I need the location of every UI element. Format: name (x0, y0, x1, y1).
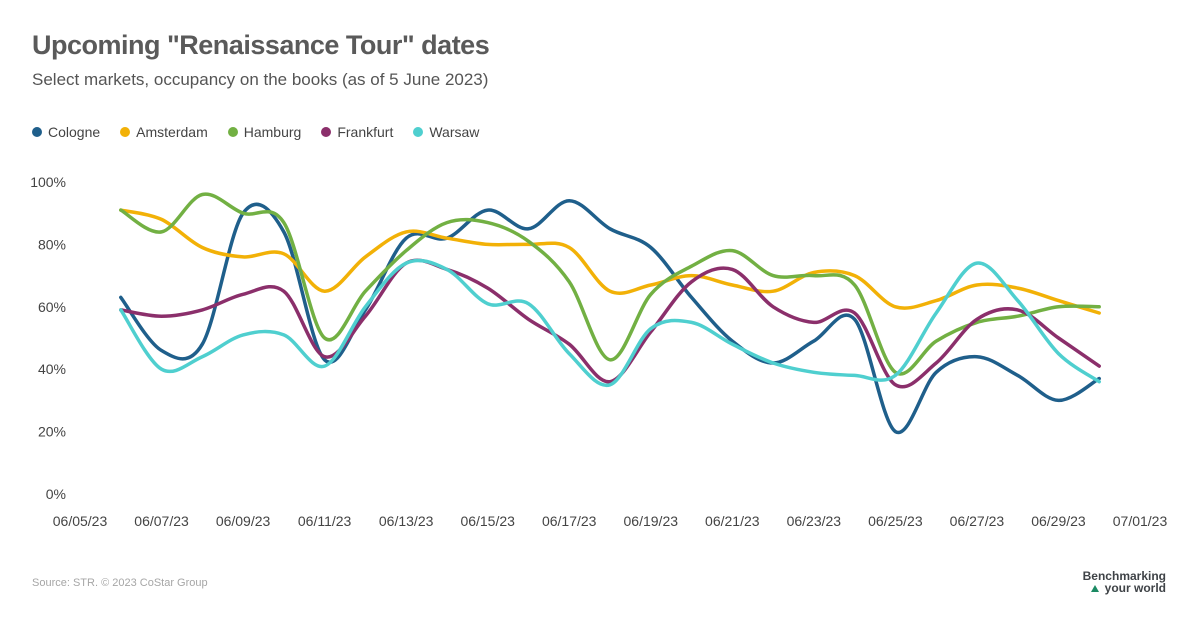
y-tick-label: 80% (38, 236, 66, 252)
x-tick-label: 06/13/23 (379, 513, 434, 529)
x-tick-label: 06/23/23 (787, 513, 842, 529)
chart-legend: Cologne Amsterdam Hamburg Frankfurt Warsaw (32, 124, 479, 140)
legend-label: Cologne (48, 124, 101, 140)
brand-arrow-icon (1090, 584, 1099, 592)
series-line-frankfurt (119, 258, 1101, 389)
x-tick-label: 06/25/23 (868, 513, 923, 529)
series-line-warsaw (119, 258, 1101, 387)
x-tick-label: 06/09/23 (216, 513, 271, 529)
x-tick-label: 06/15/23 (460, 513, 515, 529)
legend-item-warsaw[interactable]: Warsaw (413, 124, 479, 140)
x-tick-label: 06/05/23 (53, 513, 108, 529)
x-tick-label: 06/07/23 (134, 513, 189, 529)
legend-marker (120, 127, 131, 137)
legend-label: Hamburg (243, 124, 302, 140)
source-note: Source: STR. © 2023 CoStar Group (32, 577, 208, 589)
y-tick-label: 60% (38, 299, 66, 315)
line-chart: 0% 20% 40% 60% 80% 100% 06/05/23 06/07/23 06/09/… (30, 174, 1168, 529)
legend-marker (32, 127, 42, 137)
legend-label: Frankfurt (337, 124, 394, 140)
chart-title: Upcoming "Renaissance Tour" dates (32, 30, 490, 60)
legend-marker (227, 127, 238, 137)
brand-line2: your world (1104, 581, 1166, 595)
x-tick-label: 06/19/23 (624, 513, 679, 529)
x-tick-label: 06/11/23 (298, 513, 352, 529)
legend-item-frankfurt[interactable]: Frankfurt (321, 124, 393, 140)
x-tick-label: 06/17/23 (542, 513, 597, 529)
x-tick-label: 06/27/23 (950, 513, 1005, 529)
legend-marker (321, 127, 332, 137)
x-tick-label: 07/01/23 (1113, 513, 1168, 529)
legend-item-hamburg[interactable]: Hamburg (227, 124, 302, 140)
legend-label: Warsaw (429, 124, 480, 140)
brand-logo: Benchmarking your world (1083, 570, 1166, 594)
x-tick-label: 06/21/23 (705, 513, 760, 529)
series-line-cologne (119, 198, 1101, 435)
series-line-hamburg (119, 192, 1101, 376)
y-tick-label: 40% (38, 361, 66, 377)
chart-subtitle: Select markets, occupancy on the books (… (32, 70, 489, 89)
series-line-amsterdam (119, 208, 1101, 315)
legend-item-amsterdam[interactable]: Amsterdam (120, 124, 208, 140)
y-tick-label: 0% (46, 486, 66, 502)
legend-marker (413, 127, 424, 137)
x-tick-label: 06/29/23 (1031, 513, 1086, 529)
brand-line1: Benchmarking (1082, 569, 1166, 583)
y-tick-label: 100% (30, 174, 66, 190)
y-tick-label: 20% (38, 424, 66, 440)
legend-label: Amsterdam (136, 124, 208, 140)
legend-item-cologne[interactable]: Cologne (32, 124, 100, 140)
